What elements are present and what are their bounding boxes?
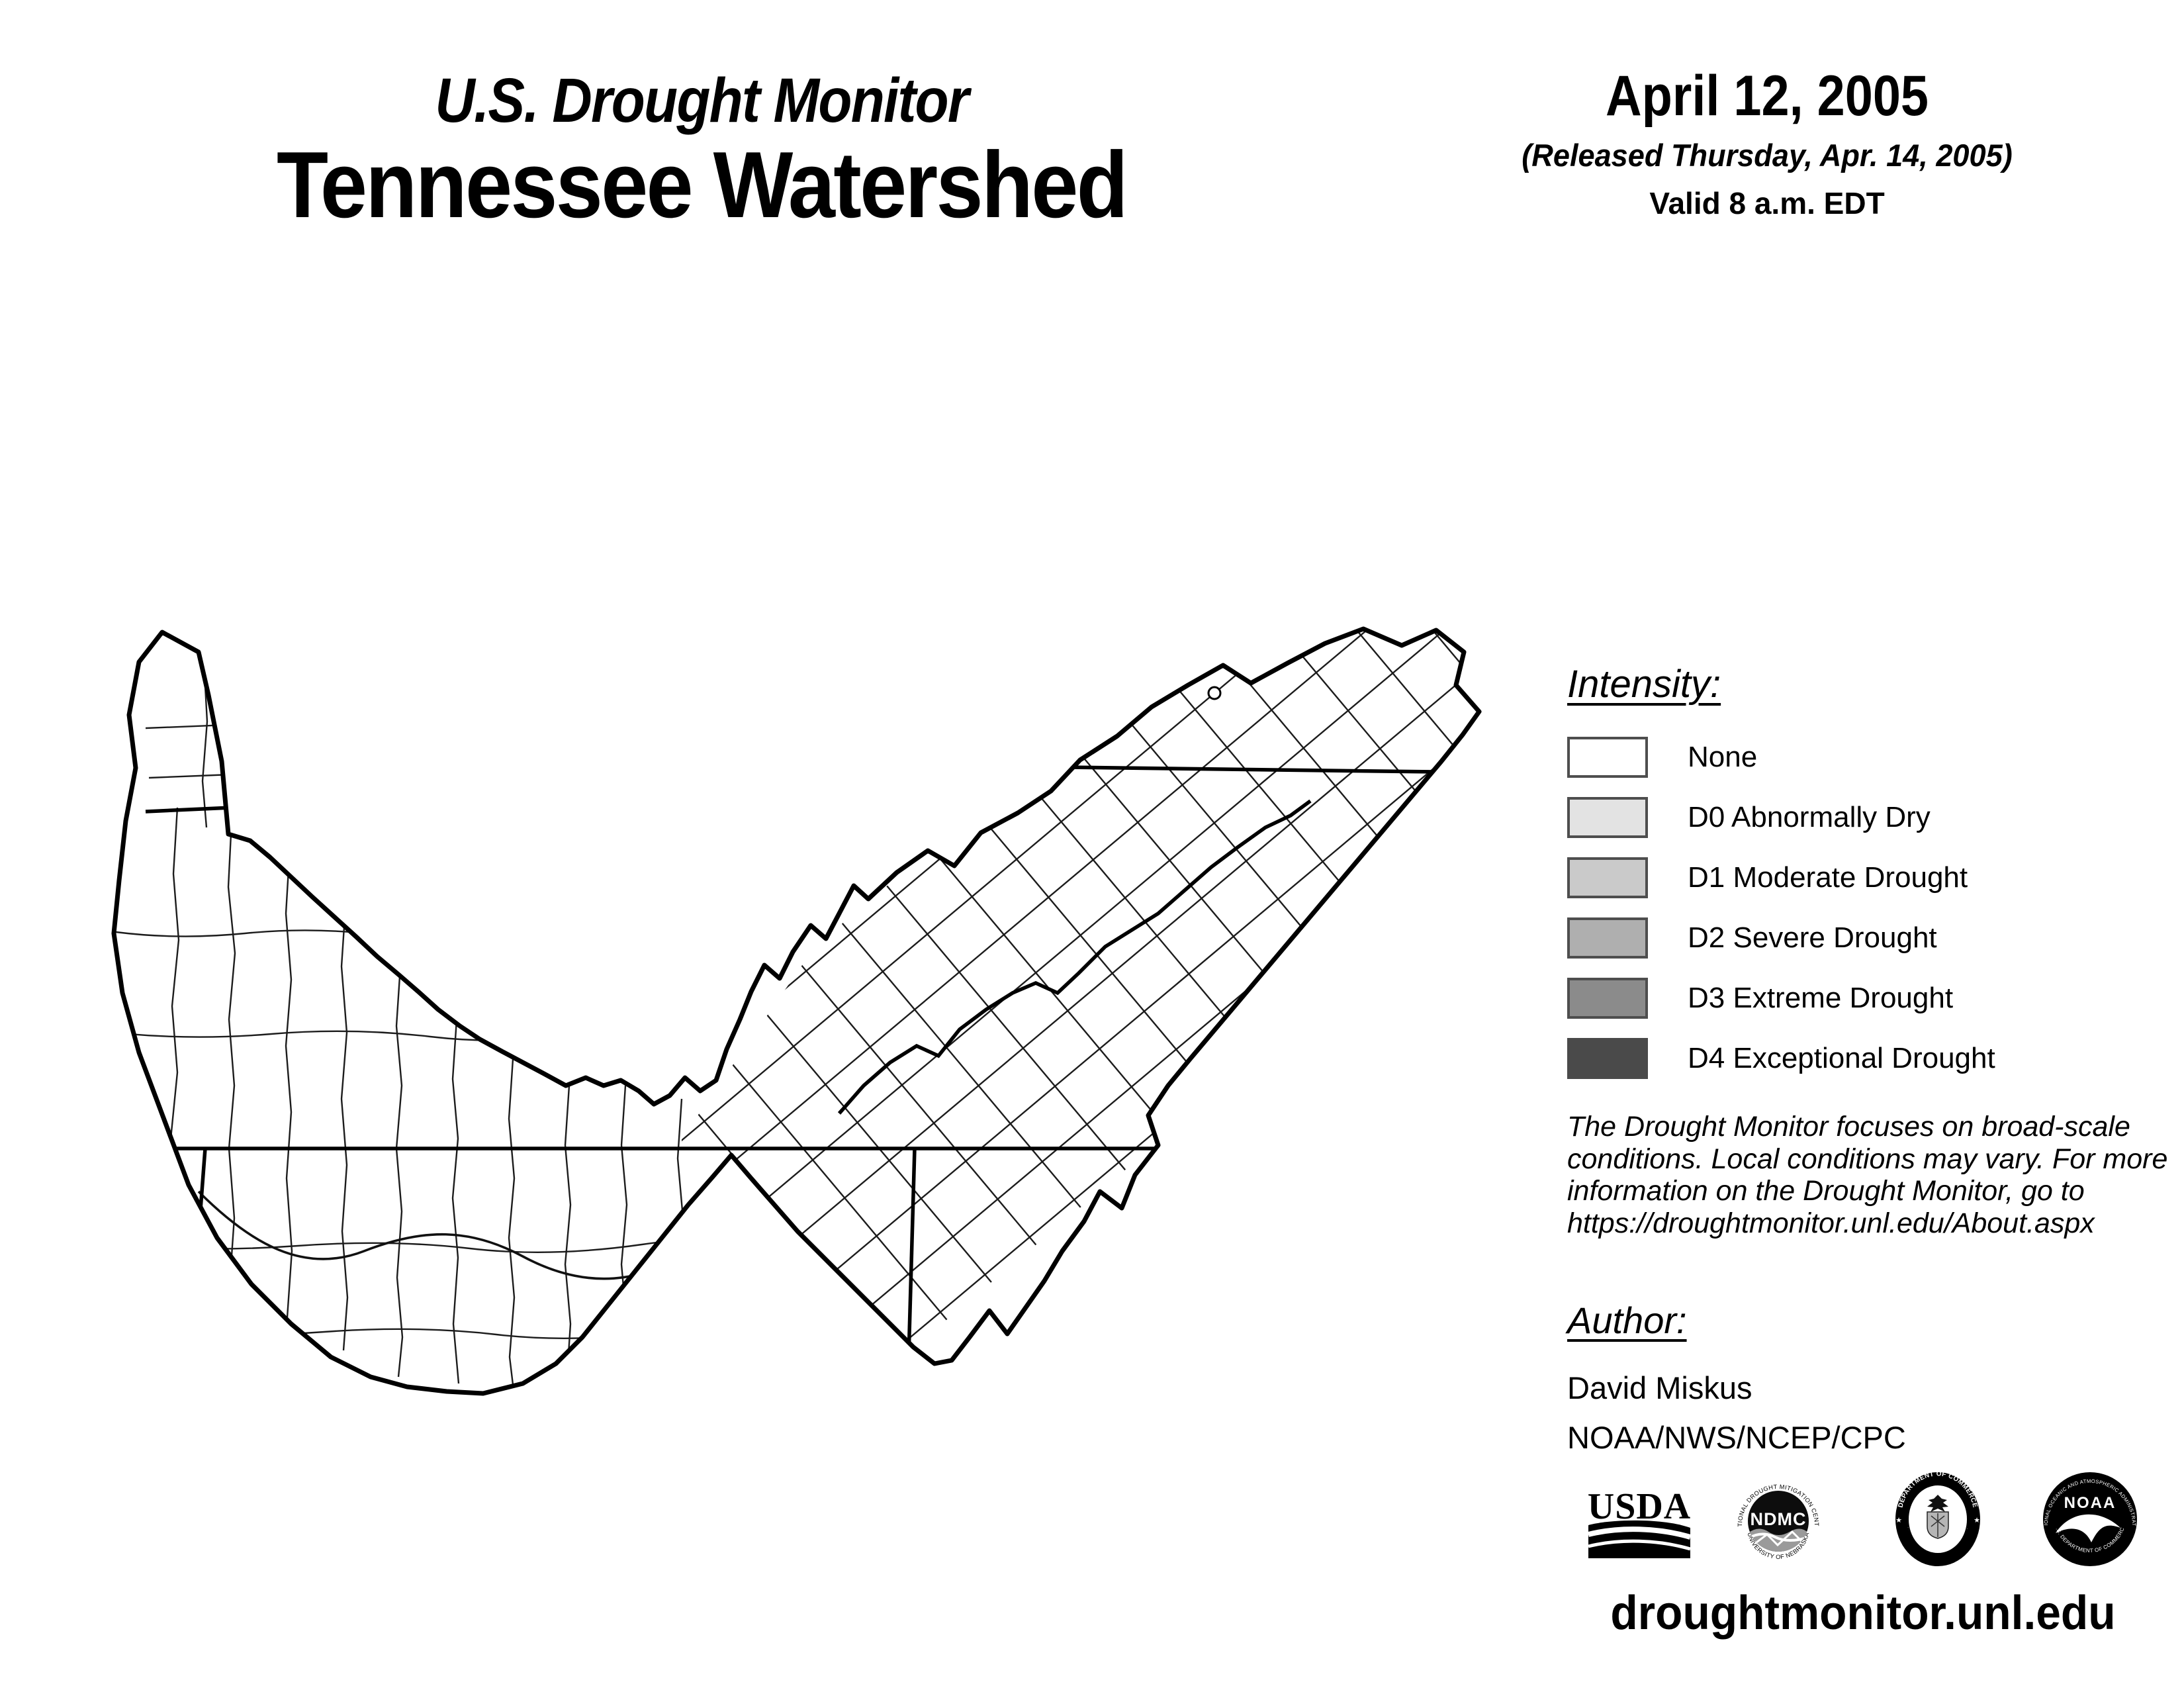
disclaimer-text: The Drought Monitor focuses on broad-sca… [1567,1111,2167,1239]
noaa-gull-icon [2056,1514,2120,1542]
map-date: April 12, 2005 [1605,64,1929,128]
svg-text:★: ★ [1895,1517,1902,1524]
valid-time: Valid 8 a.m. EDT [1649,186,1885,220]
legend-row-none: None [1567,735,1995,779]
eagle-icon [1927,1495,1948,1512]
legend-label: D1 Moderate Drought [1688,861,1968,894]
legend-swatch-d2 [1567,917,1648,959]
legend-row-d3: D3 Extreme Drought [1567,976,1995,1020]
ndmc-wave-icon [1748,1528,1809,1552]
legend-label: D0 Abnormally Dry [1688,801,1931,833]
legend-row-d0: D0 Abnormally Dry [1567,796,1995,839]
author-organization: NOAA/NWS/NCEP/CPC [1567,1420,1906,1455]
legend-row-d1: D1 Moderate Drought [1567,856,1995,900]
state-boundaries [145,765,1433,1381]
legend-swatch-none [1567,737,1648,778]
watershed-outline [111,626,1482,1396]
tennessee-watershed-map [111,626,1482,1396]
legend-row-d2: D2 Severe Drought [1567,916,1995,960]
county-boundaries-east [682,629,1479,1376]
legend-heading: Intensity: [1567,663,1721,706]
legend-label: None [1688,741,1758,773]
legend-label: D4 Exceptional Drought [1688,1042,1995,1074]
legend-swatch-d1 [1567,857,1648,898]
svg-text:★: ★ [1974,1517,1980,1524]
county-boundaries-west [114,661,727,1391]
department-of-commerce-seal-icon: DEPARTMENT OF COMMERCE UNITED STATES OF … [1885,1470,1980,1566]
noaa-logo-icon: NATIONAL OCEANIC AND ATMOSPHERIC ADMINIS… [2036,1470,2137,1566]
date-block: April 12, 2005 (Released Thursday, Apr. … [1469,64,2065,221]
author-name: David Miskus [1567,1370,1752,1405]
legend-items: None D0 Abnormally Dry D1 Moderate Droug… [1567,735,1995,1080]
header: U.S. Drought Monitor Tennessee Watershed [139,60,1264,298]
disclaimer-line: conditions. Local conditions may vary. F… [1567,1143,2168,1175]
page-title: U.S. Drought Monitor [435,66,969,136]
river-boundary-line [197,1190,682,1280]
drought-monitor-url: droughtmonitor.unl.edu [1610,1587,2116,1640]
svg-text:NOAA: NOAA [2064,1494,2116,1512]
legend-row-d4: D4 Exceptional Drought [1567,1037,1995,1080]
author-heading: Author: [1567,1299,1687,1341]
disclaimer-line: information on the Drought Monitor, go t… [1567,1175,2085,1207]
usda-logo-icon: USDA [1588,1488,1692,1558]
ndmc-logo-icon: NATIONAL DROUGHT MITIGATION CENTER UNIVE… [1729,1470,1820,1560]
legend-swatch-d3 [1567,978,1648,1019]
disclaimer-line: https://droughtmonitor.unl.edu/About.asp… [1567,1207,2095,1239]
legend-swatch-d0 [1567,797,1648,838]
legend-label: D2 Severe Drought [1688,921,1937,954]
small-county-squiggle [1207,686,1222,700]
page-subtitle: Tennessee Watershed [277,132,1128,238]
disclaimer-line: The Drought Monitor focuses on broad-sca… [1567,1111,2130,1143]
author-block: Author: David Miskus NOAA/NWS/NCEP/CPC [1567,1299,1906,1456]
released-date: (Released Thursday, Apr. 14, 2005) [1522,138,2013,173]
svg-text:NDMC: NDMC [1751,1509,1807,1529]
legend-swatch-d4 [1567,1038,1648,1079]
intensity-legend: Intensity: None D0 Abnormally Dry D1 Mod… [1567,662,1995,1080]
legend-label: D3 Extreme Drought [1688,982,1954,1014]
